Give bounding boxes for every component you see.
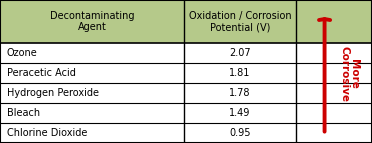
Bar [296,103,372,123]
Bar [296,0,372,43]
Bar [296,123,372,143]
Text: Bleach: Bleach [7,108,40,118]
Bar [296,63,372,83]
Text: 2.07: 2.07 [229,48,251,58]
Text: Hydrogen Peroxide: Hydrogen Peroxide [7,88,99,98]
Bar [296,83,372,103]
Text: More
Corrosive: More Corrosive [340,46,359,102]
Bar [296,43,372,63]
Text: Peracetic Acid: Peracetic Acid [7,68,76,78]
Bar [0,43,296,63]
Bar [0,123,296,143]
Text: Ozone: Ozone [7,48,38,58]
Bar [0,83,296,103]
Bar [0,0,184,43]
Text: Decontaminating
Agent: Decontaminating Agent [50,11,134,32]
Bar [184,0,296,43]
Bar [0,63,296,83]
Text: 0.95: 0.95 [229,128,251,138]
Text: 1.49: 1.49 [229,108,251,118]
Text: 1.78: 1.78 [229,88,251,98]
Text: Oxidation / Corrosion
Potential (V): Oxidation / Corrosion Potential (V) [189,11,291,32]
Bar [0,103,296,123]
Text: Chlorine Dioxide: Chlorine Dioxide [7,128,87,138]
Text: 1.81: 1.81 [229,68,251,78]
